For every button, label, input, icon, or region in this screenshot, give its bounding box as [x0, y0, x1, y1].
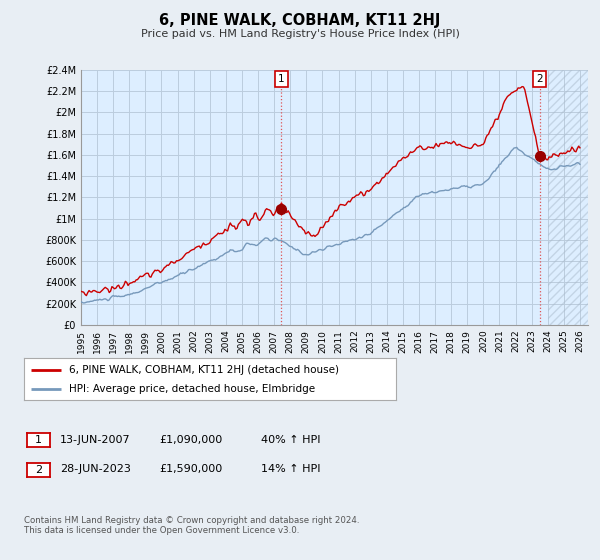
Text: 2: 2 [35, 465, 42, 475]
Text: £1,590,000: £1,590,000 [159, 464, 222, 474]
Text: 14% ↑ HPI: 14% ↑ HPI [261, 464, 320, 474]
Text: 40% ↑ HPI: 40% ↑ HPI [261, 435, 320, 445]
Text: Price paid vs. HM Land Registry's House Price Index (HPI): Price paid vs. HM Land Registry's House … [140, 29, 460, 39]
Text: £1,090,000: £1,090,000 [159, 435, 222, 445]
Text: HPI: Average price, detached house, Elmbridge: HPI: Average price, detached house, Elmb… [68, 384, 315, 394]
Text: 6, PINE WALK, COBHAM, KT11 2HJ (detached house): 6, PINE WALK, COBHAM, KT11 2HJ (detached… [68, 365, 338, 375]
Text: 28-JUN-2023: 28-JUN-2023 [60, 464, 131, 474]
Text: 13-JUN-2007: 13-JUN-2007 [60, 435, 131, 445]
Text: 6, PINE WALK, COBHAM, KT11 2HJ: 6, PINE WALK, COBHAM, KT11 2HJ [160, 13, 440, 28]
Text: 1: 1 [35, 435, 42, 445]
Text: Contains HM Land Registry data © Crown copyright and database right 2024.
This d: Contains HM Land Registry data © Crown c… [24, 516, 359, 535]
Text: 1: 1 [278, 74, 284, 84]
Text: 2: 2 [536, 74, 543, 84]
Bar [548, 70, 588, 325]
